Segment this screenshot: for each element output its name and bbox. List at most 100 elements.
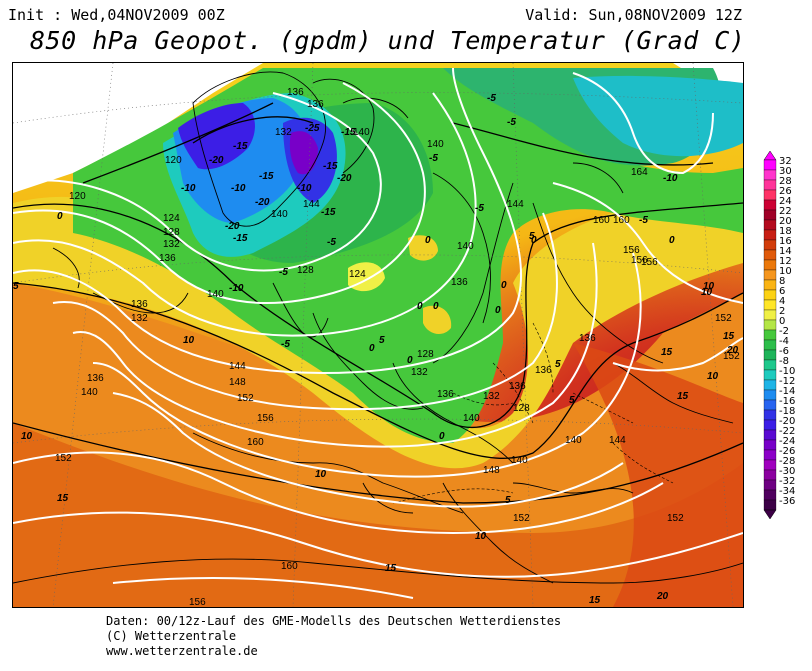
temp-label: 15	[57, 493, 69, 504]
temp-label: -5	[429, 153, 438, 164]
temp-label: -20	[209, 155, 224, 166]
legend-label: 30	[779, 166, 792, 177]
geopot-label: 128	[297, 265, 314, 276]
temp-label: -10	[231, 183, 246, 194]
legend-swatch	[763, 309, 777, 321]
legend-swatch	[763, 479, 777, 491]
legend-label: -20	[779, 416, 795, 427]
geopot-label: 140	[511, 455, 528, 466]
band-deep-orange	[13, 423, 743, 607]
temp-label: 5	[505, 495, 511, 506]
map-title: 850 hPa Geopot. (gpdm) und Temperatur (G…	[30, 26, 746, 55]
geopot-label: 140	[271, 209, 288, 220]
geopot-label: 152	[513, 513, 530, 524]
legend-label: 12	[779, 256, 792, 267]
temp-label: -15	[233, 141, 248, 152]
temp-label: 10	[21, 431, 33, 442]
legend-label: -12	[779, 376, 795, 387]
geopot-label: 136	[535, 365, 552, 376]
legend-label: -22	[779, 426, 795, 437]
geopot-label: 140	[457, 241, 474, 252]
legend-label: 4	[779, 296, 785, 307]
legend-label: -10	[779, 366, 795, 377]
temp-label: -5	[487, 93, 496, 104]
legend-swatch	[763, 199, 777, 211]
temp-label: 10	[707, 371, 719, 382]
geopot-label: 136	[579, 333, 596, 344]
legend-swatch	[763, 419, 777, 431]
temp-label: 20	[726, 345, 739, 356]
temp-label: 5	[529, 231, 535, 242]
temp-label: 15	[723, 331, 735, 342]
legend-label: -2	[779, 326, 789, 337]
legend-swatch	[763, 229, 777, 241]
temp-label: 20	[656, 591, 669, 602]
footer-url: www.wetterzentrale.de	[106, 644, 258, 658]
geopot-label: 156	[631, 255, 648, 266]
geopot-label: 140	[353, 127, 370, 138]
cold-deep-blue	[178, 103, 255, 170]
legend-label: 18	[779, 226, 792, 237]
footer-data-source: Daten: 00/12z-Lauf des GME-Modells des D…	[106, 614, 562, 628]
legend-swatch	[763, 249, 777, 261]
geopot-label: 136	[131, 299, 148, 310]
geopot-label: 120	[165, 155, 182, 166]
temp-label: 5	[569, 395, 575, 406]
temp-label: 0	[669, 235, 675, 246]
legend-swatch	[763, 179, 777, 191]
geopot-label: 136	[159, 253, 176, 264]
temp-label: -15	[323, 161, 338, 172]
geopot-label: 152	[237, 393, 254, 404]
legend-label: 32	[779, 156, 792, 167]
geopot-label: 144	[609, 435, 626, 446]
legend-swatch	[763, 379, 777, 391]
geopot-label: 128	[513, 403, 530, 414]
legend-swatch	[763, 169, 777, 181]
legend-swatch	[763, 409, 777, 421]
legend-swatch	[763, 209, 777, 221]
temp-label: -5	[639, 215, 648, 226]
legend-label: -6	[779, 346, 789, 357]
temp-label: -5	[327, 237, 336, 248]
legend-swatch	[763, 349, 777, 361]
cold-ne	[573, 75, 743, 157]
geopot-label: 136	[307, 99, 324, 110]
geopot-label: 140	[427, 139, 444, 150]
geopot-label: 160	[247, 437, 264, 448]
temp-label: 10	[183, 335, 195, 346]
geopot-label: 156	[623, 245, 640, 256]
geopot-label: 132	[275, 127, 292, 138]
geopot-label: 140	[565, 435, 582, 446]
geopot-label: 148	[483, 465, 500, 476]
legend-label: 10	[779, 266, 792, 277]
temp-label: 0	[531, 235, 537, 246]
legend-label: 8	[779, 276, 785, 287]
legend-label: -34	[779, 486, 795, 497]
temp-label: -20	[255, 197, 270, 208]
legend-label: -26	[779, 446, 795, 457]
temp-label: 0	[495, 305, 501, 316]
temp-label: -5	[475, 203, 484, 214]
temp-label: 15	[385, 563, 397, 574]
temp-label: 0	[501, 280, 507, 291]
geopotential-label-layer: 136 136 132 140 120 120 124 128 132 136 …	[55, 87, 740, 607]
geopot-label: 136	[287, 87, 304, 98]
geopot-label: 156	[257, 413, 274, 424]
geopot-label: 132	[483, 391, 500, 402]
legend-label: -4	[779, 336, 789, 347]
geopot-label: 152	[667, 513, 684, 524]
temp-label: 5	[13, 281, 19, 292]
temp-label: -15	[259, 171, 274, 182]
geopot-label: 160	[613, 215, 630, 226]
legend-label: -30	[779, 466, 795, 477]
geopot-label: 120	[69, 191, 86, 202]
legend-swatch	[763, 429, 777, 441]
legend-swatch	[763, 279, 777, 291]
temp-label: -10	[297, 183, 312, 194]
temp-label: -10	[663, 173, 678, 184]
temp-label: -15	[341, 127, 356, 138]
geopot-label: 140	[207, 289, 224, 300]
legend-swatch	[763, 439, 777, 451]
legend-label: 0	[779, 316, 785, 327]
geopot-label: 140	[463, 413, 480, 424]
